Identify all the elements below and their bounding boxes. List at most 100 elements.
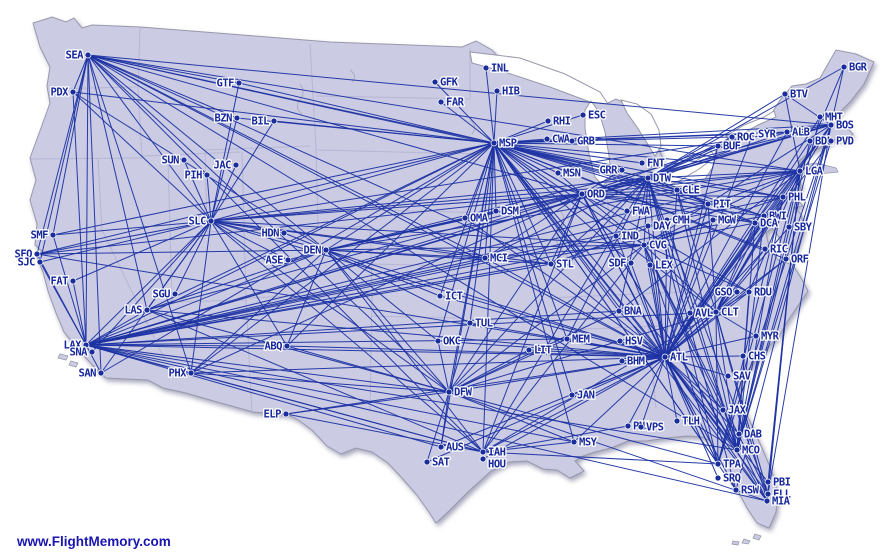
airport-LAX: LAX [62, 338, 90, 353]
route-MSP-PHL [493, 142, 784, 198]
airport-label-SLC: SLC [189, 216, 207, 228]
airport-RIC: RIC [761, 242, 789, 257]
airport-label-ORD: ORD [587, 189, 605, 201]
airport-label-HIB: HIB [502, 86, 520, 98]
route-ATL-SDF [630, 262, 666, 358]
route-ORD-BWI [581, 193, 765, 217]
route-SLC-LAX [85, 220, 212, 346]
airport-dot-DEN [322, 246, 330, 254]
route-ORD-PIT [581, 193, 709, 205]
route-LGA-CVG [643, 170, 801, 246]
airport-label-DEN: DEN [304, 245, 322, 257]
airport-dot-GRB [568, 137, 576, 145]
airport-label-TLH: TLH [682, 416, 700, 428]
airport-JAX: JAX [719, 403, 748, 418]
route-ATL-MSY [573, 356, 666, 443]
airport-ESC: ESC [579, 108, 607, 123]
airport-dot-MCI [481, 254, 489, 262]
route-DEN-HDN [283, 232, 327, 251]
airport-dot-CVG [640, 241, 648, 249]
route-BOS-CVG [643, 124, 832, 246]
route-CLT-RDU [715, 291, 750, 313]
airport-dot-BZN [233, 114, 241, 122]
route-ATL-MHT [664, 116, 821, 358]
route-BOS-BTV [784, 93, 832, 126]
route-ORD-LAS [146, 193, 583, 311]
airport-dot-DFW [445, 388, 453, 396]
airport-label-MCI: MCI [490, 253, 508, 265]
airport-SUN: SUN [160, 153, 188, 168]
airport-PVD: PVD [827, 134, 855, 149]
airport-MEM: MEM [563, 332, 591, 347]
route-SLC-SJC [39, 220, 212, 263]
route-SEA-PDX [72, 54, 89, 93]
airport-dot-BOS [827, 121, 835, 129]
airport-FAT: FAT [49, 274, 77, 289]
route-ATL-PHX [190, 356, 666, 374]
route-ATL-IAH [482, 356, 666, 453]
flightmemory-link[interactable]: www.FlightMemory.com [17, 534, 171, 549]
airport-label-SAN: SAN [79, 368, 97, 380]
route-LAX-SEA [85, 54, 89, 346]
route-CLT-CLE [676, 189, 717, 313]
airport-label-DSM: DSM [501, 206, 519, 218]
airport-dot-ABQ [283, 342, 291, 350]
route-SLC-BOS [210, 124, 832, 222]
route-MSP-GRR [493, 142, 623, 171]
airport-label-CLT: CLT [721, 307, 739, 319]
airport-label-BWI: BWI [769, 211, 787, 223]
route-BOS-DCA [754, 124, 832, 224]
route-LAX-DFW [85, 344, 450, 393]
route-IAH-TPA [482, 451, 719, 465]
route-DTW-PHL [647, 177, 784, 198]
airport-dot-SNA [88, 348, 96, 356]
route-DEN-PDX [72, 91, 327, 251]
airport-dot-BNA [615, 307, 623, 315]
route-LGA-BNA [618, 170, 801, 312]
route-DEN-MCI [325, 249, 486, 259]
airport-BHM: BHM [618, 354, 646, 369]
route-ATL-STL [550, 263, 666, 358]
route-MSP-ESC [493, 114, 584, 144]
airport-label-LAS: LAS [125, 305, 143, 317]
route-ATL-DAB [664, 356, 740, 435]
airport-BOS: BOS [827, 118, 855, 133]
route-DTW-BWI [647, 177, 765, 217]
airport-label-FLL: FLL [773, 489, 791, 501]
route-DTW-SYR [647, 133, 754, 179]
route-MSP-JAN [493, 142, 573, 396]
airport-dot-HIB [493, 87, 501, 95]
airport-label-ALB: ALB [792, 127, 810, 139]
airport-label-MGW: MGW [718, 215, 737, 227]
airport-dot-SAN [97, 369, 105, 377]
airport-TUL: TUL [466, 316, 494, 331]
route-LAX-ORD [85, 193, 583, 346]
route-ATL-CLT [664, 311, 717, 358]
route-SEA-DEN [87, 54, 327, 251]
airport-label-ELP: ELP [264, 409, 282, 421]
airport-label-HSV: HSV [625, 336, 644, 348]
route-MSP-FNT [493, 142, 643, 164]
airport-dot-PBI [764, 478, 772, 486]
airport-CLT: CLT [712, 305, 740, 320]
airport-label-BOS: BOS [836, 120, 854, 132]
route-ATL-PNS [627, 356, 666, 427]
airport-dot-FWA [623, 207, 631, 215]
airport-label-MEM: MEM [572, 334, 590, 346]
airport-label-VPS: VPS [646, 422, 664, 434]
airport-label-DFW: DFW [454, 387, 473, 399]
airport-ORD: ORD [578, 187, 606, 202]
airport-PIH: PIH [183, 168, 211, 183]
airport-SAT: SAT [423, 455, 451, 470]
airport-label-BNA: BNA [624, 306, 643, 318]
route-SLC-SMF [52, 220, 212, 236]
airport-MSY: MSY [570, 435, 599, 450]
airport-SAV: SAV [724, 369, 753, 384]
airport-label-ASE: ASE [266, 255, 284, 267]
route-DTW-DFW [448, 177, 649, 393]
airport-ATL: ATL [661, 350, 689, 365]
airport-CHS: CHS [739, 349, 767, 364]
route-CLT-PIT [707, 203, 717, 313]
route-ORD-MSN [557, 172, 583, 195]
